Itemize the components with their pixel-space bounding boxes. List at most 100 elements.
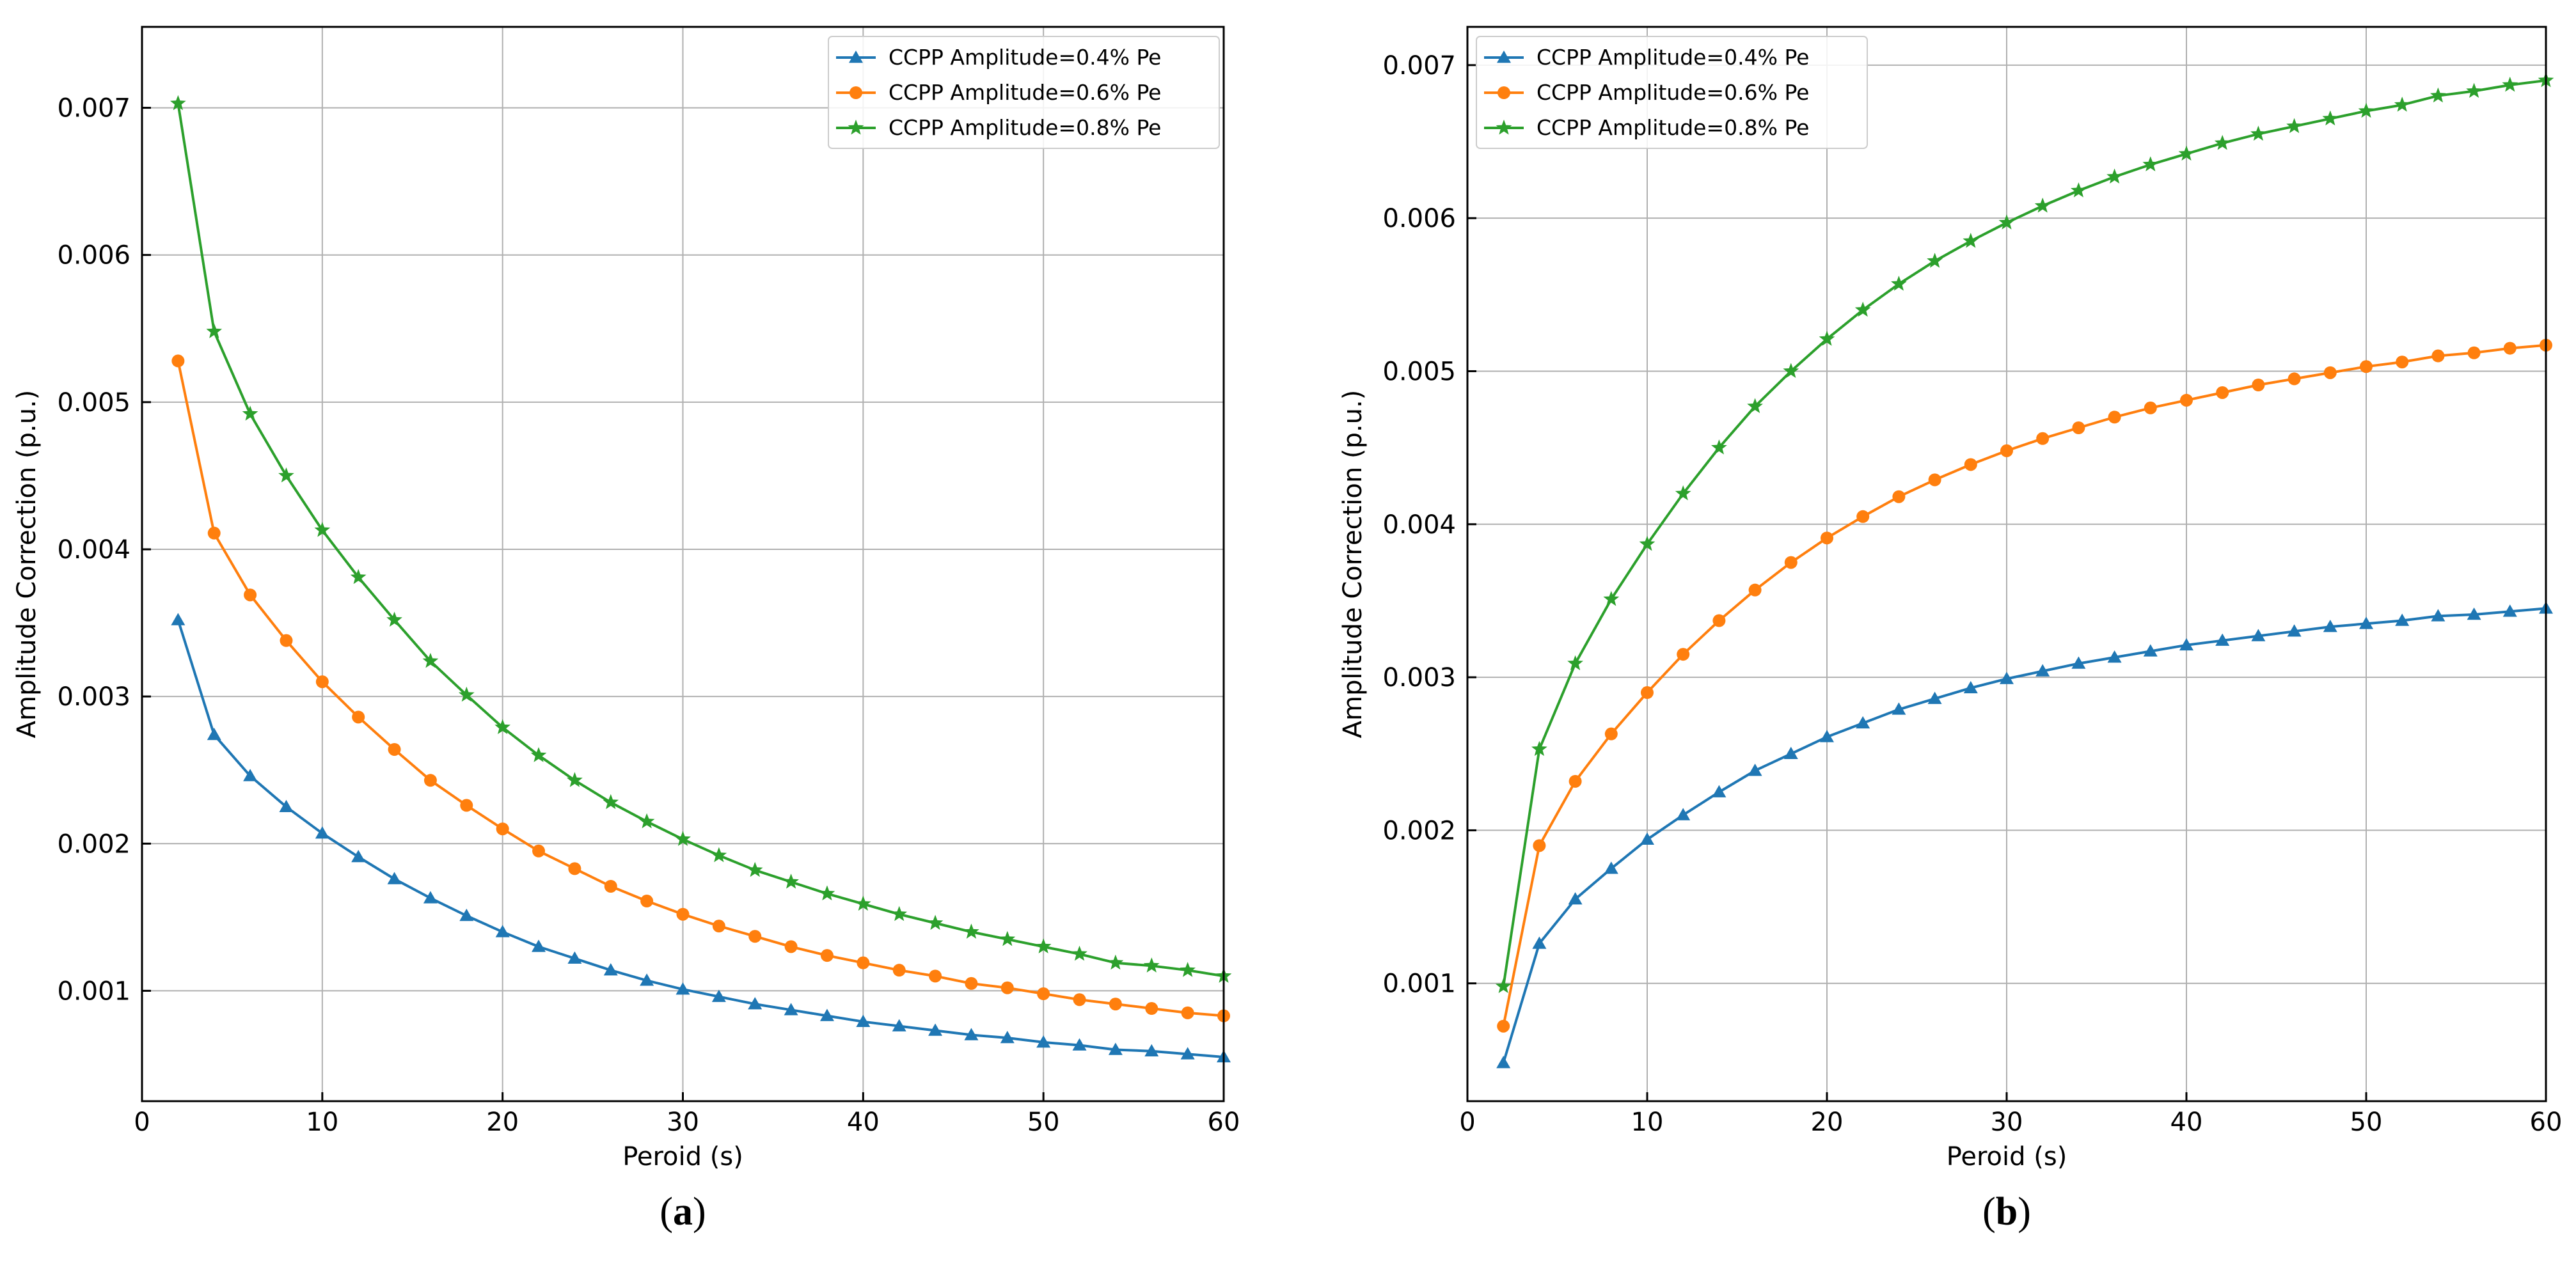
data-point-series-1 bbox=[1000, 981, 1014, 994]
panel-caption: (a) bbox=[660, 1190, 706, 1234]
chart-panel-a: 0 10 20 30 40 50 60 0.001 0.002 0.003 0.004 0.005 0.… bbox=[12, 26, 1240, 1234]
data-point-series-0 bbox=[2000, 671, 2014, 684]
data-point-series-0 bbox=[423, 891, 438, 904]
y-tick-label: 0.006 bbox=[1382, 204, 1456, 233]
data-point-series-2 bbox=[1819, 331, 1835, 346]
data-point-series-0 bbox=[603, 963, 618, 976]
data-point-series-2 bbox=[170, 95, 186, 111]
data-point-series-1 bbox=[171, 354, 185, 368]
data-point-series-1 bbox=[1748, 583, 1762, 597]
data-point-series-1 bbox=[2288, 372, 2301, 386]
data-point-series-0 bbox=[459, 909, 474, 921]
data-point-series-2 bbox=[314, 522, 331, 537]
data-point-series-1 bbox=[1569, 774, 1582, 788]
data-point-series-0 bbox=[1568, 892, 1583, 905]
data-point-series-1 bbox=[1037, 987, 1050, 1000]
x-tick-label: 30 bbox=[667, 1108, 699, 1137]
data-point-series-1 bbox=[604, 880, 617, 893]
data-point-series-0 bbox=[2035, 664, 2050, 677]
data-point-series-0 bbox=[676, 982, 690, 995]
data-point-series-1 bbox=[1784, 556, 1798, 569]
data-point-series-0 bbox=[279, 799, 294, 812]
data-point-series-2 bbox=[1180, 962, 1196, 977]
x-tick-label: 30 bbox=[1991, 1108, 2023, 1137]
data-point-series-2 bbox=[386, 611, 402, 627]
y-tick-label: 0.006 bbox=[57, 241, 130, 270]
data-point-series-0 bbox=[1640, 832, 1654, 845]
caption-open-paren: ( bbox=[660, 1190, 673, 1234]
data-point-series-1 bbox=[1181, 1006, 1194, 1019]
data-point-series-2 bbox=[2250, 125, 2266, 141]
x-tick-label: 60 bbox=[1208, 1108, 1240, 1137]
data-point-series-0 bbox=[1963, 680, 1978, 694]
data-point-series-2 bbox=[2502, 76, 2518, 92]
caption-letter: b bbox=[1996, 1190, 2018, 1234]
data-point-series-0 bbox=[315, 826, 329, 839]
data-point-series-2 bbox=[206, 323, 223, 338]
data-point-series-2 bbox=[638, 813, 655, 829]
legend-frame bbox=[828, 36, 1220, 149]
data-point-series-0 bbox=[1820, 730, 1834, 742]
data-point-series-1 bbox=[244, 588, 257, 602]
data-point-series-2 bbox=[783, 874, 799, 889]
data-point-series-0 bbox=[1676, 808, 1691, 820]
data-point-series-1 bbox=[352, 710, 365, 724]
x-tick-label: 0 bbox=[1459, 1108, 1475, 1137]
data-point-series-2 bbox=[1854, 301, 1871, 317]
data-point-series-1 bbox=[2000, 444, 2013, 457]
data-point-series-2 bbox=[1639, 535, 1655, 551]
data-point-series-0 bbox=[640, 973, 654, 986]
data-point-series-1 bbox=[1641, 686, 1654, 700]
y-tick-label: 0.002 bbox=[57, 829, 130, 859]
data-point-series-1 bbox=[532, 844, 546, 858]
data-point-series-0 bbox=[2431, 609, 2446, 622]
data-point-series-0 bbox=[1783, 746, 1798, 760]
data-point-series-1 bbox=[568, 862, 581, 875]
data-point-series-0 bbox=[387, 872, 402, 884]
data-point-series-0 bbox=[1856, 716, 1870, 729]
y-tick-label: 0.003 bbox=[57, 682, 130, 712]
data-point-series-2 bbox=[1891, 276, 1907, 291]
x-axis-label: Peroid (s) bbox=[622, 1142, 743, 1172]
data-point-series-1 bbox=[2360, 360, 2373, 373]
data-point-series-0 bbox=[2143, 644, 2158, 657]
data-point-series-1 bbox=[857, 956, 870, 969]
data-point-series-2 bbox=[1747, 398, 1763, 413]
data-point-series-2 bbox=[2430, 87, 2446, 103]
series-line-0 bbox=[177, 619, 1224, 1058]
data-point-series-0 bbox=[1748, 764, 1762, 776]
data-point-series-2 bbox=[350, 568, 367, 584]
legend-marker-triangle-icon bbox=[1497, 51, 1511, 63]
data-point-series-1 bbox=[2216, 386, 2229, 399]
data-point-series-0 bbox=[2251, 629, 2266, 641]
data-point-series-1 bbox=[2144, 401, 2157, 414]
data-point-series-2 bbox=[855, 895, 871, 911]
data-point-series-1 bbox=[1712, 614, 1726, 627]
data-point-series-0 bbox=[207, 727, 221, 741]
data-point-series-1 bbox=[496, 822, 509, 836]
x-tick-label: 10 bbox=[1631, 1108, 1664, 1137]
data-point-series-0 bbox=[2502, 604, 2517, 617]
data-point-series-0 bbox=[1144, 1044, 1159, 1057]
data-point-series-2 bbox=[819, 885, 835, 900]
y-tick-label: 0.001 bbox=[57, 976, 130, 1006]
data-point-series-2 bbox=[1107, 954, 1124, 970]
y-tick-label: 0.001 bbox=[1382, 969, 1456, 999]
data-point-series-2 bbox=[1711, 439, 1727, 455]
data-point-series-1 bbox=[2323, 366, 2337, 379]
y-axis-label: Amplitude Correction (p.u.) bbox=[12, 390, 42, 739]
data-point-series-0 bbox=[567, 951, 582, 964]
data-point-series-2 bbox=[567, 772, 583, 787]
data-point-series-0 bbox=[2071, 656, 2086, 669]
caption-close-paren: ) bbox=[2018, 1190, 2031, 1234]
legend-frame bbox=[1476, 36, 1868, 149]
data-point-series-2 bbox=[2394, 97, 2410, 112]
x-tick-label: 50 bbox=[1027, 1108, 1060, 1137]
data-point-series-0 bbox=[2215, 633, 2230, 646]
y-tick-label: 0.005 bbox=[57, 388, 130, 418]
data-point-series-2 bbox=[1783, 363, 1799, 378]
data-point-series-0 bbox=[243, 769, 258, 781]
data-point-series-0 bbox=[171, 613, 186, 625]
data-point-series-1 bbox=[207, 526, 221, 540]
data-point-series-1 bbox=[2108, 411, 2121, 424]
